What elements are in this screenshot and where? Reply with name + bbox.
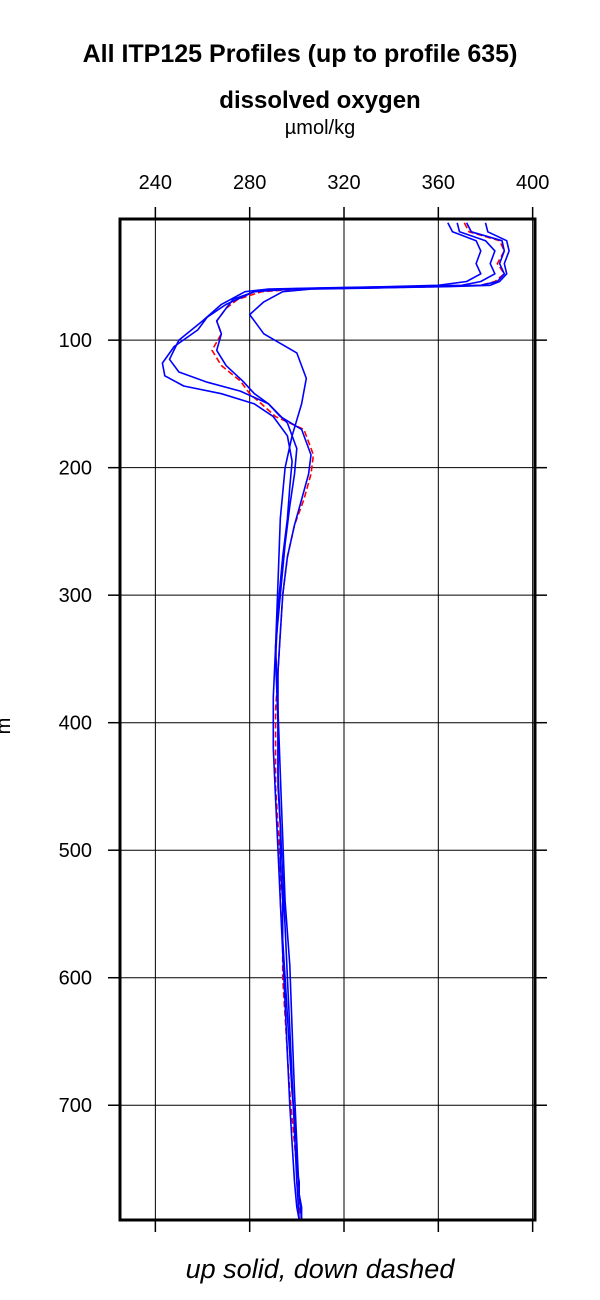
series-group [161, 222, 510, 1220]
x-tick-label: 360 [422, 172, 455, 194]
y-tick-label: 400 [59, 713, 92, 735]
y-tick-label: 700 [59, 1095, 92, 1117]
y-tick-label: 200 [59, 458, 92, 480]
chart-subtitle: dissolved oxygen [219, 87, 420, 114]
x-tick-label: 320 [327, 172, 360, 194]
down-profile-line [211, 222, 506, 1220]
x-tick-label: 400 [516, 172, 549, 194]
y-tick-label: 600 [59, 968, 92, 990]
up-profile-line [168, 222, 482, 1220]
y-tick-label: 300 [59, 585, 92, 607]
plot-frame [118, 217, 537, 1222]
chart-title: All ITP125 Profiles (up to profile 635) [83, 40, 518, 68]
up-profile-line [215, 222, 506, 1220]
chart-footnote: up solid, down dashed [186, 1254, 456, 1284]
axis-ticks: 240 280 320 360 400 100 200 300 400 500 600 700 [59, 172, 549, 1232]
y-tick-label: 500 [59, 840, 92, 862]
x-axis-label: µmol/kg [285, 117, 355, 139]
x-tick-label: 240 [139, 172, 172, 194]
up-profile-line [161, 222, 496, 1220]
y-tick-label: 100 [59, 330, 92, 352]
y-axis-label: m [0, 718, 15, 735]
grid [120, 219, 535, 1220]
x-tick-label: 280 [233, 172, 266, 194]
up-profile-line [248, 222, 510, 1220]
